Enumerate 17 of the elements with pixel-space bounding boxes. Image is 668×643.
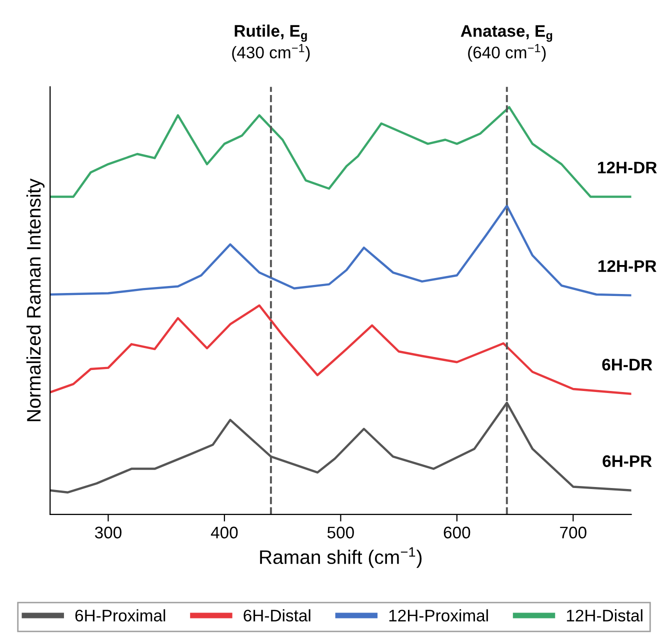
y-axis-title: Normalized Raman Intensity xyxy=(26,178,45,422)
legend-label: 12H-Proximal xyxy=(389,609,488,622)
x-tick-label: 700 xyxy=(560,526,586,538)
annotation: 12H-DR xyxy=(598,162,657,174)
x-tick-label: 500 xyxy=(327,526,354,538)
x-tick-label: 300 xyxy=(94,526,122,538)
annotation: 12H-PR xyxy=(598,260,656,272)
legend-label: 6H-Proximal xyxy=(75,609,166,622)
x-tick-label: 400 xyxy=(210,526,238,538)
legend-label: 6H-Distal xyxy=(244,609,310,622)
annotation: 6H-PR xyxy=(602,455,652,468)
legend-label: 12H-Distal xyxy=(566,609,642,622)
text: Anatase, E$_{g}$ (640 cm$^{−1}$) xyxy=(460,25,552,62)
x-tick-label: 600 xyxy=(444,526,470,538)
ref-line-label: Rutile, E$_{g}$ (430 cm$^{−1}$) xyxy=(232,24,310,62)
annotation: 6H-DR xyxy=(602,358,652,371)
x-axis-title: Raman shift (cm$^{−1}$) xyxy=(260,547,422,568)
